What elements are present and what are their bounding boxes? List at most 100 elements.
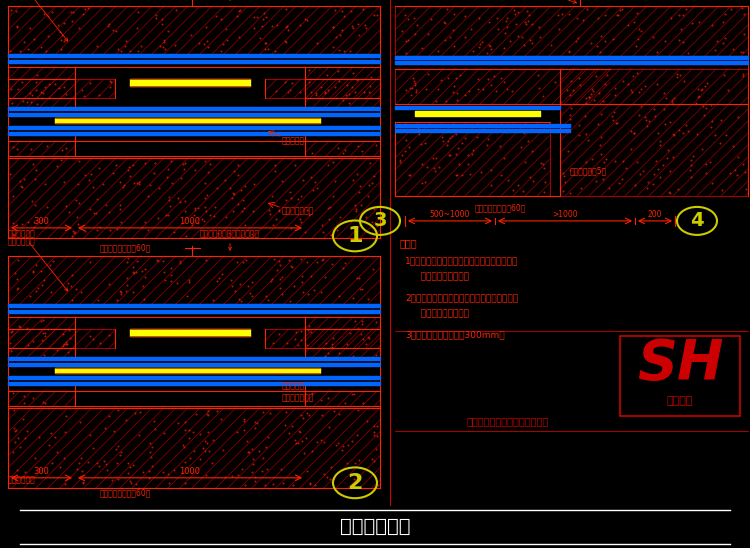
Point: [463, 87, 475, 95]
Point: [190, 165, 202, 174]
Point: [94, 338, 106, 347]
Point: [235, 296, 247, 305]
Point: [101, 466, 113, 475]
Point: [194, 328, 206, 337]
Point: [9, 269, 21, 278]
Point: [242, 282, 254, 291]
Point: [216, 270, 228, 279]
Point: [49, 80, 61, 89]
Point: [668, 152, 680, 161]
Point: [318, 344, 330, 352]
Point: [134, 180, 146, 189]
Point: [211, 406, 223, 415]
Point: [73, 24, 85, 33]
Point: [154, 42, 166, 51]
Point: [282, 26, 294, 35]
Polygon shape: [395, 122, 550, 196]
Point: [108, 426, 120, 435]
Point: [31, 85, 43, 94]
Point: [142, 192, 154, 201]
Point: [170, 279, 182, 288]
Point: [346, 175, 358, 184]
Text: 4: 4: [690, 212, 703, 230]
Point: [634, 101, 646, 110]
Point: [473, 14, 485, 22]
Point: [700, 169, 712, 178]
Point: [465, 24, 477, 33]
Point: [188, 210, 200, 219]
Point: [516, 32, 528, 41]
Point: [18, 38, 30, 47]
Point: [277, 478, 289, 487]
Point: [715, 116, 727, 125]
Point: [234, 279, 246, 288]
Point: [356, 147, 368, 156]
Polygon shape: [8, 67, 75, 108]
Point: [127, 461, 139, 470]
Point: [297, 176, 309, 185]
Point: [92, 195, 104, 204]
Point: [325, 231, 337, 240]
Point: [134, 431, 146, 439]
Point: [553, 11, 565, 20]
Point: [262, 45, 274, 54]
Point: [11, 284, 23, 293]
Point: [446, 132, 458, 140]
Point: [451, 150, 463, 158]
Point: [459, 122, 471, 131]
Point: [64, 8, 76, 16]
Point: [640, 115, 652, 124]
Point: [145, 453, 157, 461]
Point: [228, 167, 240, 176]
Point: [124, 463, 136, 471]
Point: [246, 229, 258, 238]
Point: [183, 278, 195, 287]
Point: [607, 35, 619, 44]
Point: [133, 7, 145, 16]
Point: [224, 229, 236, 237]
Point: [718, 34, 730, 43]
Point: [169, 78, 181, 87]
Point: [161, 26, 173, 35]
Point: [67, 231, 79, 240]
Point: [320, 339, 332, 347]
Point: [497, 109, 509, 118]
Point: [658, 89, 670, 98]
Point: [103, 279, 115, 288]
Point: [366, 218, 378, 226]
Point: [430, 96, 442, 105]
Point: [202, 427, 214, 436]
Point: [353, 30, 365, 39]
Polygon shape: [265, 329, 380, 348]
Point: [295, 410, 307, 419]
Point: [668, 93, 680, 102]
Point: [533, 22, 545, 31]
Point: [285, 262, 297, 271]
Point: [402, 36, 414, 45]
Point: [572, 33, 584, 42]
Point: [292, 195, 304, 204]
Point: [453, 159, 465, 168]
Point: [416, 139, 428, 148]
Point: [719, 10, 731, 19]
Text: 1000: 1000: [179, 217, 200, 226]
Point: [93, 462, 105, 471]
Point: [394, 158, 406, 167]
Point: [56, 45, 68, 54]
Point: [149, 424, 161, 433]
Point: [25, 292, 37, 300]
Point: [620, 163, 632, 172]
Point: [459, 90, 471, 99]
Point: [493, 25, 505, 33]
Text: 立墙预制砼保护板60厚: 立墙预制砼保护板60厚: [475, 203, 526, 213]
Point: [30, 260, 42, 269]
Point: [432, 84, 444, 93]
Point: [666, 95, 678, 104]
Point: [162, 470, 174, 479]
Point: [231, 427, 243, 436]
Point: [420, 85, 432, 94]
Point: [285, 193, 297, 202]
Point: [76, 479, 88, 488]
Point: [74, 459, 86, 468]
Point: [170, 5, 182, 14]
